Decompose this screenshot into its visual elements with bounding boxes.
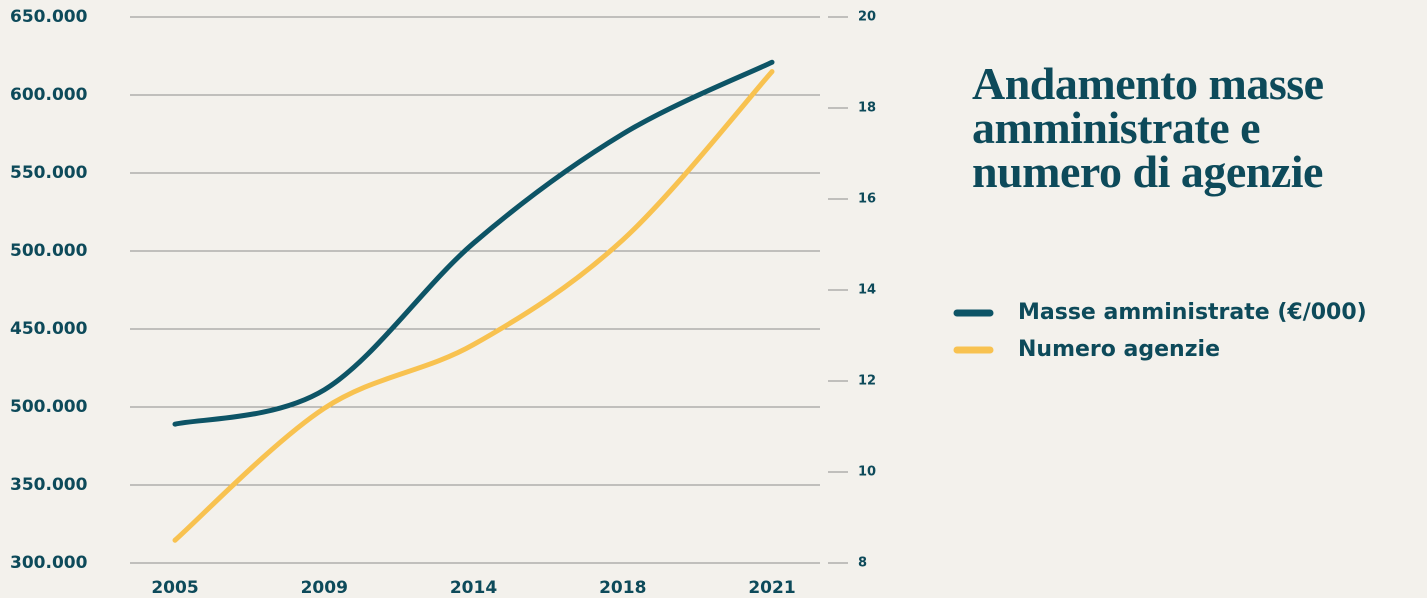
legend-label: Masse amministrate (€/000) bbox=[1018, 300, 1367, 325]
chart-title: Andamento masse amministrate e numero di… bbox=[972, 58, 1324, 197]
y2-tick-label: 12 bbox=[858, 374, 876, 389]
series-line bbox=[172, 69, 775, 543]
x-tick-label: 2014 bbox=[450, 578, 497, 598]
y-tick-label: 450.000 bbox=[10, 319, 88, 339]
y-tick-label: 500.000 bbox=[10, 397, 88, 417]
y-tick-label: 650.000 bbox=[10, 7, 88, 27]
x-tick-label: 2005 bbox=[151, 578, 198, 598]
series-line bbox=[172, 59, 775, 427]
x-tick-label: 2021 bbox=[748, 578, 795, 598]
y2-tick-label: 20 bbox=[858, 10, 876, 25]
legend-label: Numero agenzie bbox=[1018, 337, 1220, 362]
y2-tick-label: 16 bbox=[858, 192, 876, 207]
y-tick-label: 550.000 bbox=[10, 163, 88, 183]
y-tick-label: 500.000 bbox=[10, 241, 88, 261]
y2-tick-label: 14 bbox=[858, 283, 876, 298]
x-tick-label: 2018 bbox=[599, 578, 646, 598]
y2-tick-label: 8 bbox=[858, 556, 867, 571]
y2-tick-label: 18 bbox=[858, 101, 876, 116]
y-tick-label: 350.000 bbox=[10, 475, 88, 495]
y-tick-label: 600.000 bbox=[10, 85, 88, 105]
y-tick-label: 300.000 bbox=[10, 553, 88, 573]
x-tick-label: 2009 bbox=[301, 578, 348, 598]
y2-tick-label: 10 bbox=[858, 465, 876, 480]
